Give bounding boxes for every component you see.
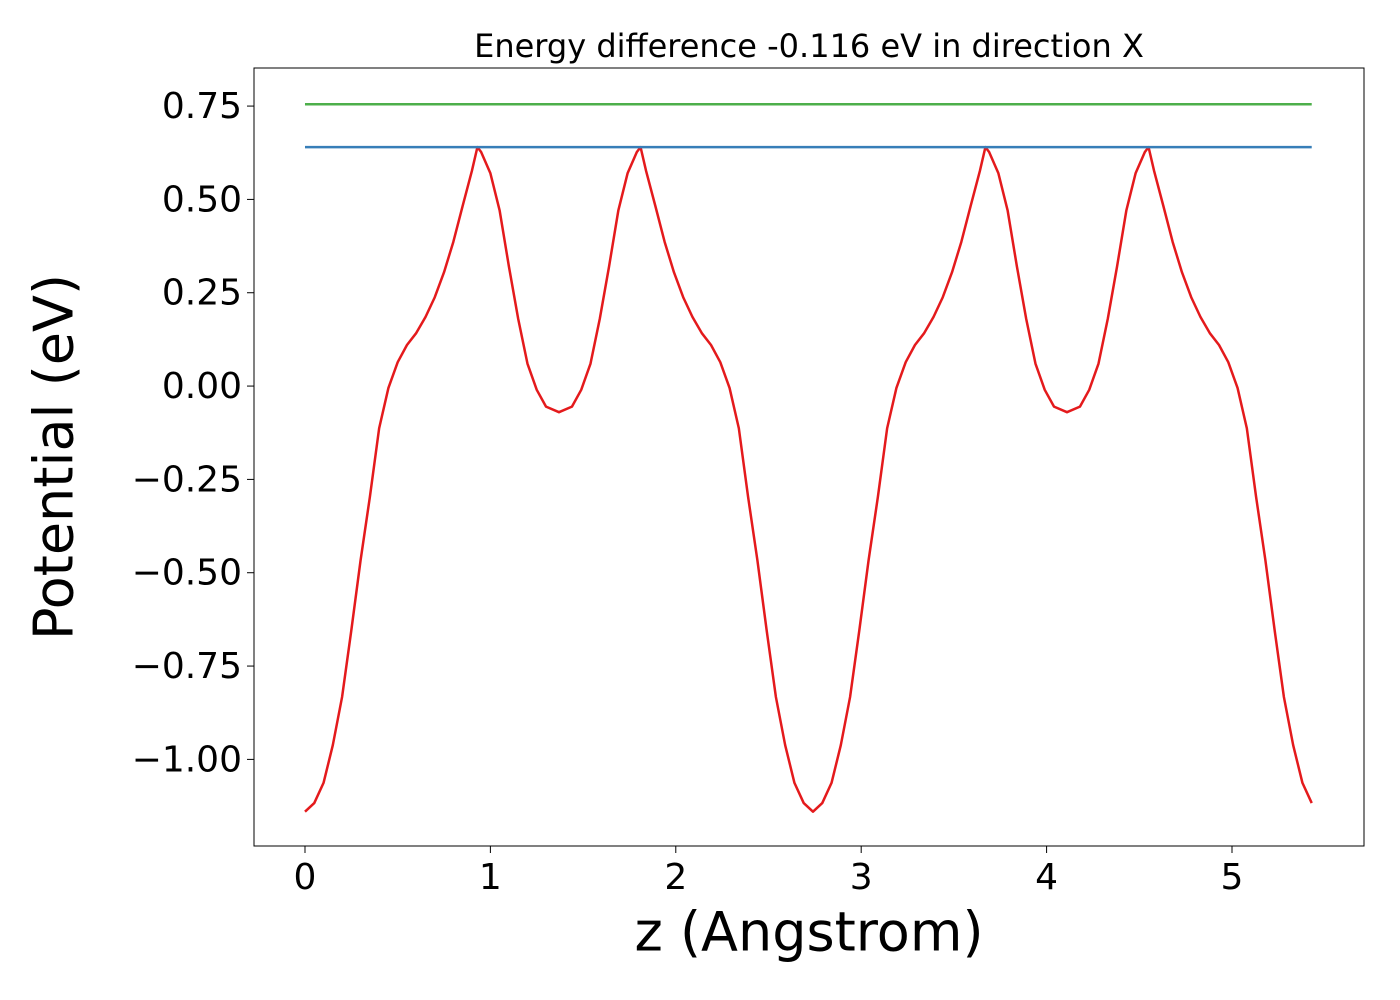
x-tick-label: 5 (1221, 857, 1244, 898)
x-tick-label: 4 (1035, 857, 1058, 898)
x-tick-label: 1 (479, 857, 502, 898)
y-tick-label: −0.75 (132, 646, 242, 687)
y-tick-label: 0.00 (162, 366, 242, 407)
plot-frame (253, 67, 1365, 847)
chart-title: Energy difference -0.116 eV in direction… (474, 27, 1144, 65)
x-tick-label: 3 (850, 857, 873, 898)
y-tick-label: 0.25 (162, 273, 242, 314)
series-line (304, 145, 1313, 813)
x-tick-label: 0 (294, 857, 317, 898)
y-tick-label: −0.25 (132, 459, 242, 500)
x-axis-label: z (Angstrom) (634, 901, 983, 964)
x-tick-label: 2 (664, 857, 687, 898)
y-tick-label: −1.00 (132, 739, 242, 780)
y-tick-label: 0.75 (162, 86, 242, 127)
y-tick-label: 0.50 (162, 179, 242, 220)
y-axis-label: Potential (eV) (23, 274, 86, 640)
y-tick-label: −0.50 (132, 553, 242, 594)
